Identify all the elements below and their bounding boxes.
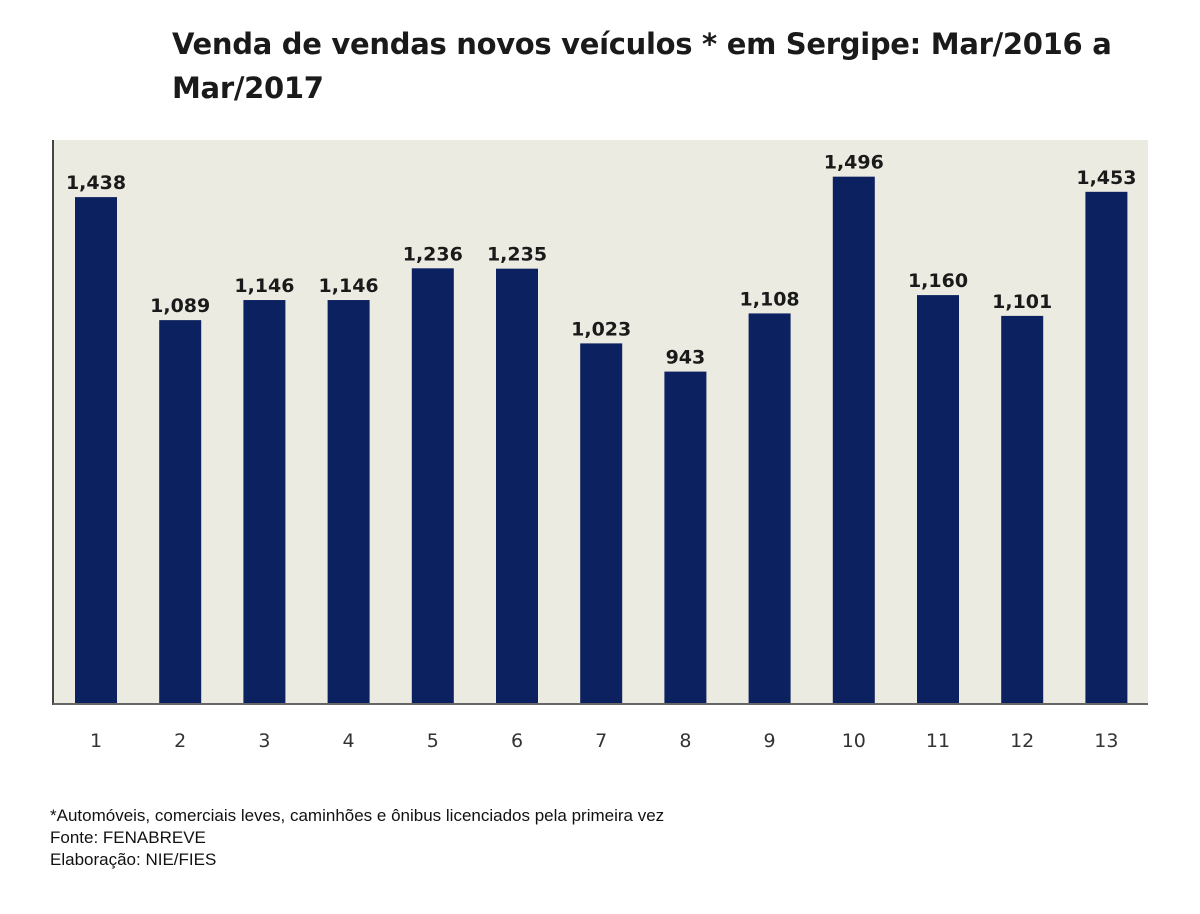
data-label-9: 1,108 bbox=[740, 288, 800, 310]
bar-7 bbox=[580, 343, 623, 704]
data-label-3: 1,146 bbox=[234, 275, 294, 297]
x-tick-label-9: 9 bbox=[764, 730, 776, 752]
x-tick-label-8: 8 bbox=[679, 730, 691, 752]
bar-3 bbox=[243, 300, 286, 704]
bar-5 bbox=[411, 268, 454, 704]
x-tick-label-12: 12 bbox=[1010, 730, 1034, 752]
footnotes: *Automóveis, comerciais leves, caminhões… bbox=[50, 805, 664, 871]
bar-6 bbox=[496, 268, 538, 704]
chart-title: Venda de vendas novos veículos * em Serg… bbox=[172, 27, 1112, 105]
data-label-11: 1,160 bbox=[908, 270, 968, 292]
bar-10 bbox=[832, 176, 875, 704]
data-label-5: 1,236 bbox=[403, 243, 463, 265]
bar-1 bbox=[75, 197, 117, 705]
data-label-1: 1,438 bbox=[66, 172, 126, 194]
footnote-elaboration: Elaboração: NIE/FIES bbox=[50, 850, 217, 869]
x-tick-label-4: 4 bbox=[343, 730, 355, 752]
data-label-13: 1,453 bbox=[1076, 167, 1136, 189]
x-tick-label-13: 13 bbox=[1094, 730, 1118, 752]
footnote-source: Fonte: FENABREVE bbox=[50, 828, 206, 847]
bar-8 bbox=[664, 371, 707, 704]
x-tick-label-3: 3 bbox=[258, 730, 270, 752]
bar-13 bbox=[1085, 191, 1128, 704]
bar-12 bbox=[1001, 315, 1044, 704]
bar-chart: 1,438 1 1,089 2 1,146 3 1,146 4 1,236 5 1,235 6 1,02… bbox=[52, 140, 1148, 752]
x-tick-label-11: 11 bbox=[926, 730, 950, 752]
x-tick-label-6: 6 bbox=[511, 730, 523, 752]
data-label-7: 1,023 bbox=[571, 318, 631, 340]
data-label-4: 1,146 bbox=[319, 275, 379, 297]
x-tick-label-2: 2 bbox=[174, 730, 186, 752]
data-label-2: 1,089 bbox=[150, 295, 210, 317]
data-label-10: 1,496 bbox=[824, 152, 884, 174]
x-tick-label-10: 10 bbox=[842, 730, 866, 752]
x-tick-label-7: 7 bbox=[595, 730, 607, 752]
footnote-definition: *Automóveis, comerciais leves, caminhões… bbox=[50, 806, 665, 825]
bar-4 bbox=[327, 300, 370, 704]
bar-2 bbox=[159, 320, 202, 704]
bar-11 bbox=[917, 295, 959, 704]
data-label-8: 943 bbox=[666, 347, 706, 369]
data-label-12: 1,101 bbox=[992, 291, 1052, 313]
x-tick-label-1: 1 bbox=[90, 730, 102, 752]
bar-9 bbox=[748, 313, 791, 704]
data-label-6: 1,235 bbox=[487, 244, 547, 266]
x-tick-label-5: 5 bbox=[427, 730, 439, 752]
